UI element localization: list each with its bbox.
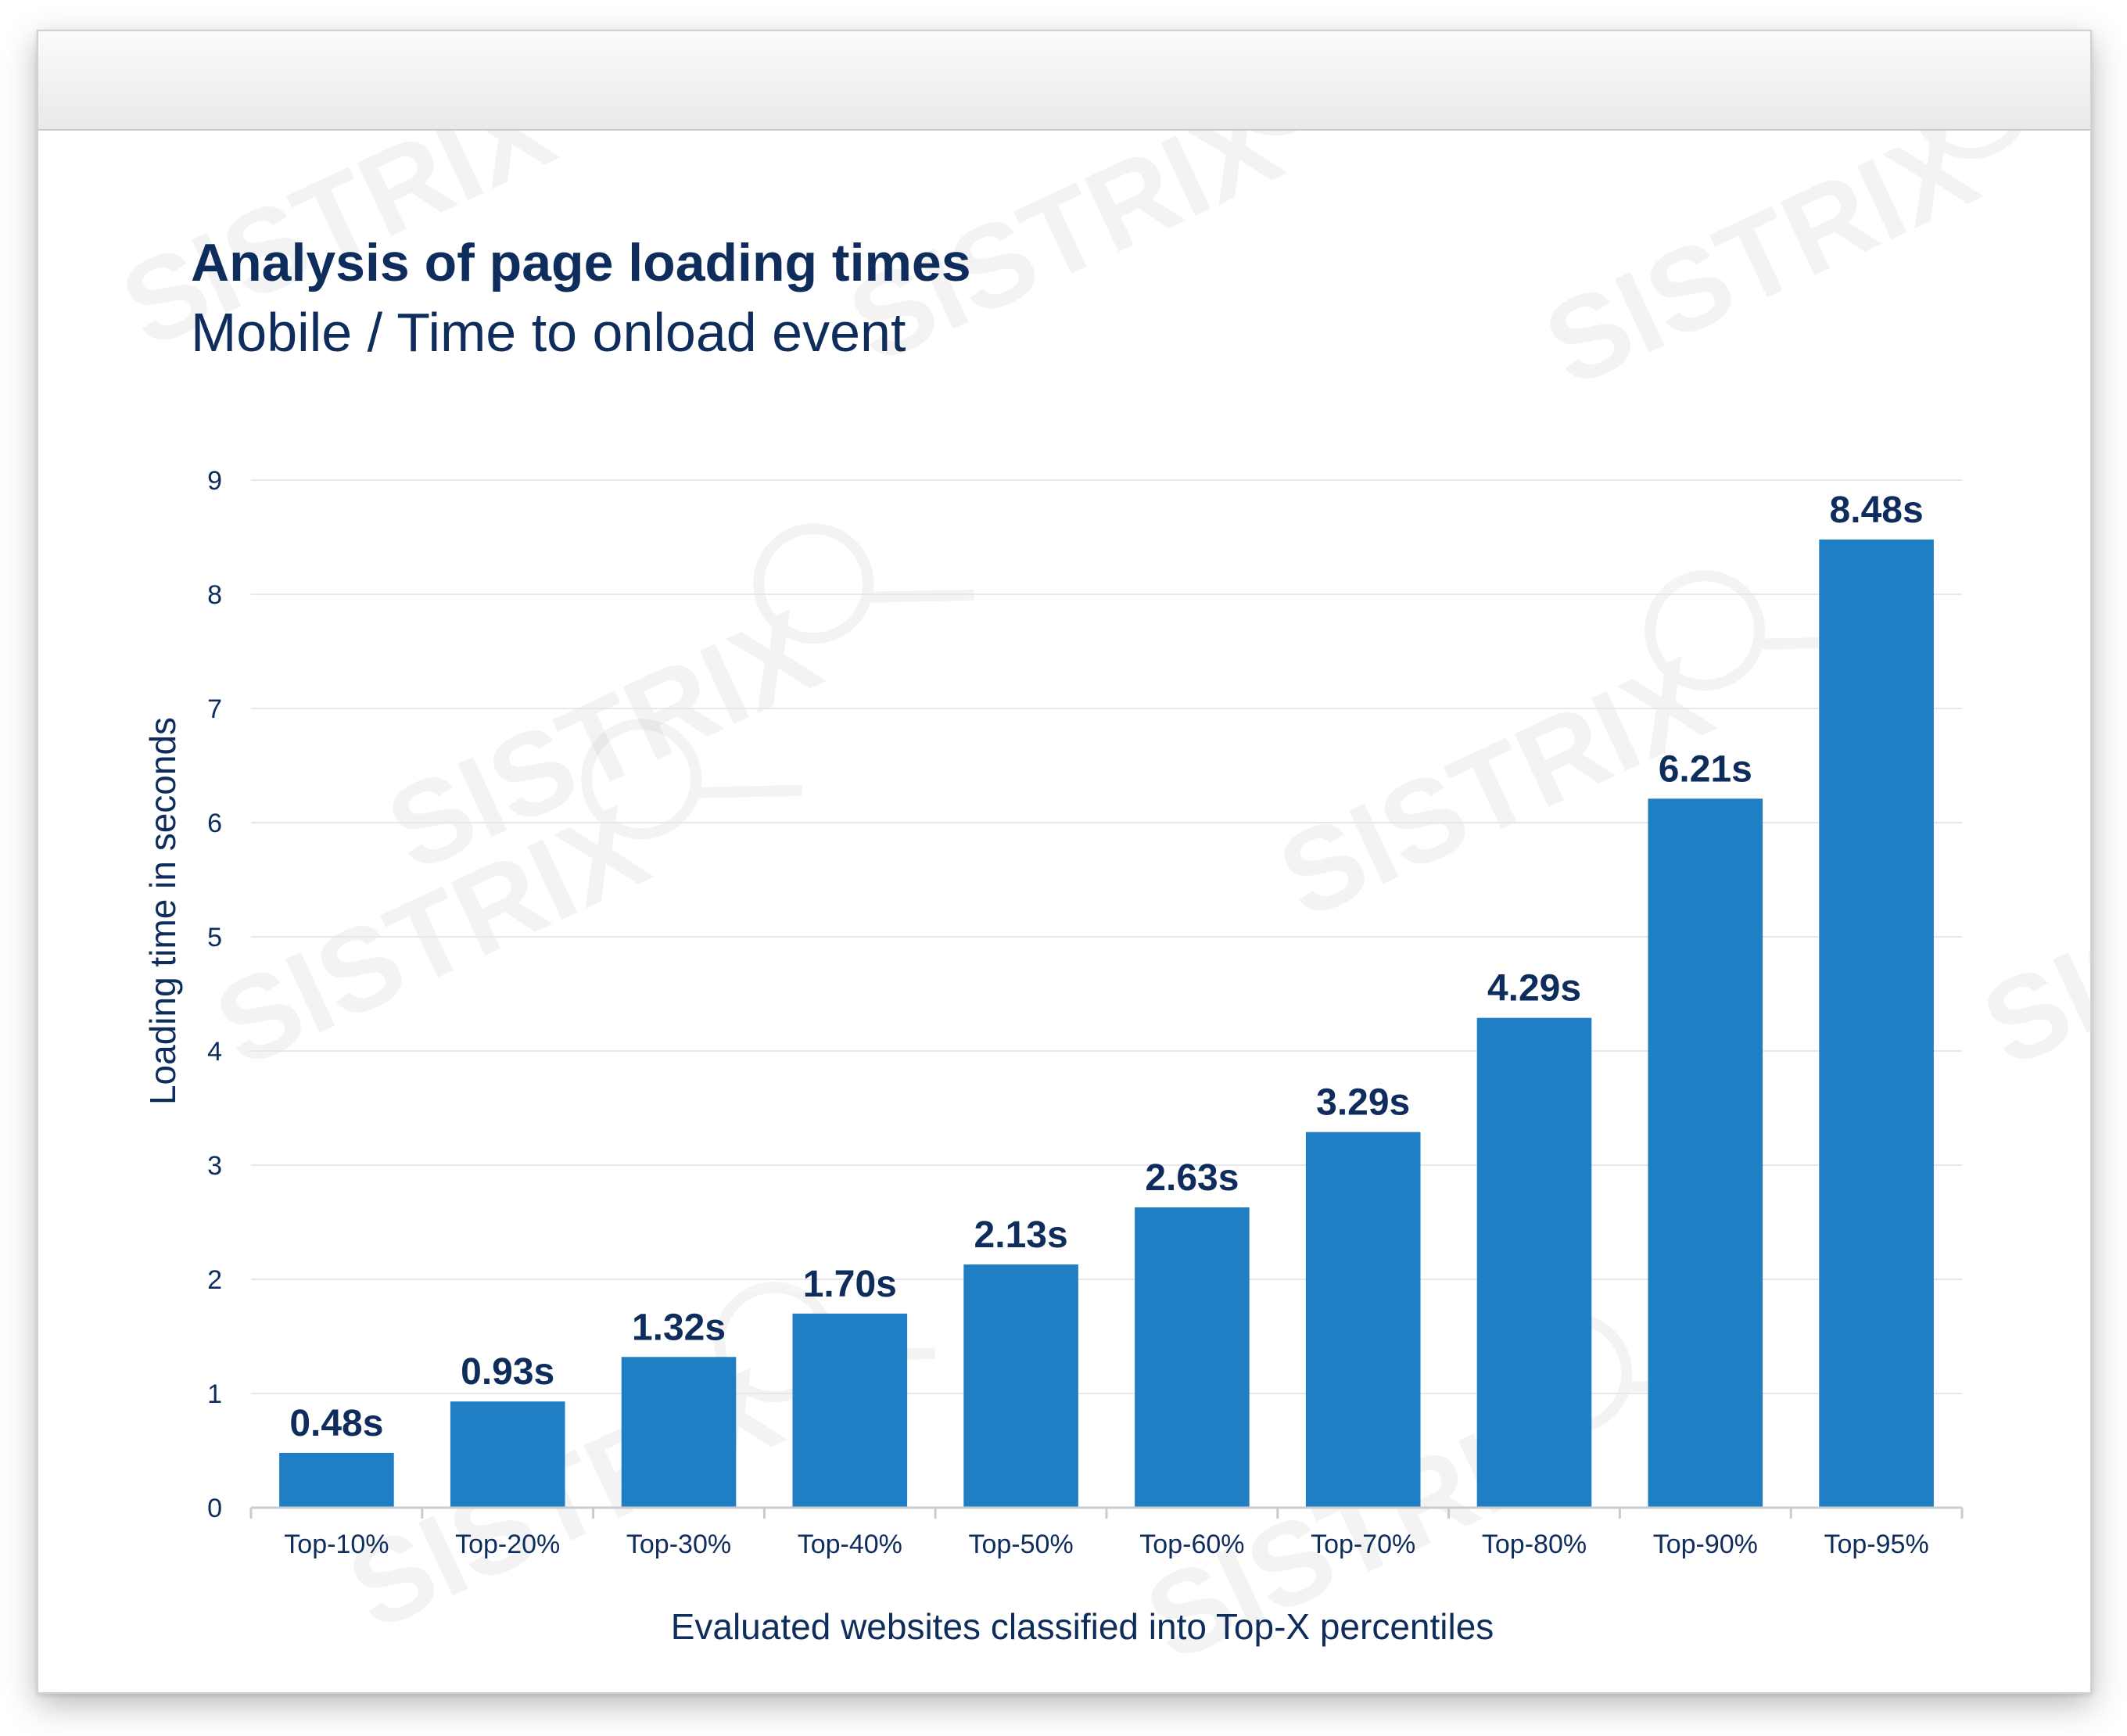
x-tick-label: Top-95%	[1824, 1530, 1928, 1559]
y-axis-label: Loading time in seconds	[142, 717, 183, 1105]
data-label: 3.29s	[1316, 1082, 1410, 1124]
chart-title: Analysis of page loading times	[191, 233, 971, 292]
bar	[1305, 1132, 1421, 1508]
data-label: 1.32s	[632, 1307, 726, 1348]
y-tick-label: 4	[207, 1037, 222, 1067]
y-tick-label: 5	[207, 923, 222, 952]
data-label: 0.48s	[289, 1403, 383, 1444]
bar	[450, 1401, 565, 1508]
data-label: 6.21s	[1659, 748, 1752, 790]
data-label: 2.13s	[974, 1214, 1068, 1256]
x-tick-label: Top-80%	[1482, 1530, 1587, 1559]
chart-panel: SISTRIX SISTRIX SISTRIX SISTRIX SISTRIX SISTR…	[38, 131, 2090, 1692]
y-axis-ticks: 0 1 2 3 4 5 6 7 8 9	[207, 466, 222, 1523]
chart-window: SISTRIX SISTRIX SISTRIX SISTRIX SISTRIX SISTR…	[37, 30, 2092, 1694]
x-tick-label: Top-90%	[1653, 1530, 1758, 1559]
y-tick-label: 9	[207, 466, 222, 496]
window-titlebar	[38, 31, 2090, 131]
x-tick-label: Top-50%	[968, 1530, 1073, 1559]
y-tick-label: 2	[207, 1265, 222, 1295]
bars	[279, 539, 1934, 1508]
data-label: 0.93s	[461, 1351, 554, 1393]
bar	[621, 1357, 737, 1508]
x-tick-label: Top-30%	[626, 1530, 731, 1559]
data-label: 1.70s	[803, 1264, 897, 1305]
bar	[1648, 798, 1763, 1508]
y-tick-label: 6	[207, 809, 222, 838]
bar	[1819, 539, 1934, 1508]
data-label: 2.63s	[1145, 1157, 1239, 1199]
x-axis-label: Evaluated websites classified into Top-X…	[671, 1606, 1494, 1647]
x-axis-ticks: Top-10% Top-20% Top-30% Top-40% Top-50% Top-6…	[284, 1530, 1928, 1559]
data-labels: 0.48s 0.93s 1.32s 1.70s 2.13s 2.63s 3.29s 4.29s…	[289, 490, 1923, 1444]
y-tick-label: 1	[207, 1379, 222, 1409]
bar	[963, 1264, 1078, 1508]
y-tick-label: 7	[207, 694, 222, 724]
x-tick-label: Top-10%	[284, 1530, 389, 1559]
x-tick-label: Top-20%	[455, 1530, 560, 1559]
x-axis	[249, 1506, 1964, 1519]
x-tick-label: Top-40%	[798, 1530, 902, 1559]
x-tick-label: Top-70%	[1311, 1530, 1415, 1559]
bar	[792, 1313, 908, 1508]
y-tick-label: 8	[207, 580, 222, 610]
data-label: 8.48s	[1830, 490, 1924, 531]
data-label: 4.29s	[1487, 968, 1581, 1010]
bar	[1135, 1207, 1250, 1508]
bar	[279, 1452, 394, 1508]
y-tick-label: 0	[207, 1494, 222, 1523]
chart-subtitle: Mobile / Time to onload event	[191, 302, 906, 363]
bar-chart: 0 1 2 3 4 5 6 7 8 9 0.48s 0.93s 1.32s 1.70s 2.13s 2.63…	[142, 466, 1964, 1647]
y-tick-label: 3	[207, 1151, 222, 1181]
bar	[1476, 1017, 1592, 1508]
x-tick-label: Top-60%	[1139, 1530, 1244, 1559]
